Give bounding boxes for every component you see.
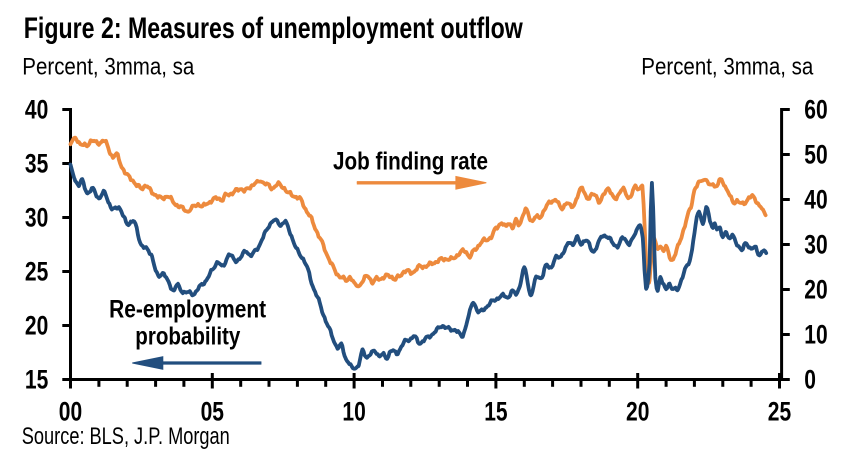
- svg-text:25: 25: [25, 257, 48, 287]
- svg-text:20: 20: [25, 311, 48, 341]
- svg-text:40: 40: [804, 185, 827, 215]
- svg-text:15: 15: [484, 396, 507, 426]
- svg-text:30: 30: [804, 230, 827, 260]
- svg-text:60: 60: [804, 95, 827, 125]
- svg-text:15: 15: [25, 365, 48, 395]
- svg-text:0: 0: [804, 365, 816, 395]
- svg-text:20: 20: [626, 396, 649, 426]
- svg-text:Figure 2: Measures of unemploy: Figure 2: Measures of unemployment outfl…: [24, 12, 523, 45]
- svg-text:05: 05: [201, 396, 224, 426]
- svg-text:Re-employment: Re-employment: [109, 296, 267, 324]
- svg-text:Job finding rate: Job finding rate: [333, 148, 488, 176]
- svg-text:25: 25: [768, 396, 791, 426]
- svg-text:10: 10: [804, 320, 827, 350]
- svg-text:00: 00: [59, 396, 82, 426]
- svg-text:50: 50: [804, 140, 827, 170]
- svg-text:35: 35: [25, 149, 48, 179]
- svg-text:probability: probability: [135, 323, 240, 351]
- svg-text:20: 20: [804, 275, 827, 305]
- svg-text:30: 30: [25, 203, 48, 233]
- svg-text:10: 10: [342, 396, 365, 426]
- svg-text:Percent, 3mma, sa: Percent, 3mma, sa: [641, 54, 814, 80]
- svg-text:Percent, 3mma, sa: Percent, 3mma, sa: [22, 54, 195, 80]
- svg-text:Source: BLS, J.P. Morgan: Source: BLS, J.P. Morgan: [22, 424, 230, 450]
- svg-text:40: 40: [25, 95, 48, 125]
